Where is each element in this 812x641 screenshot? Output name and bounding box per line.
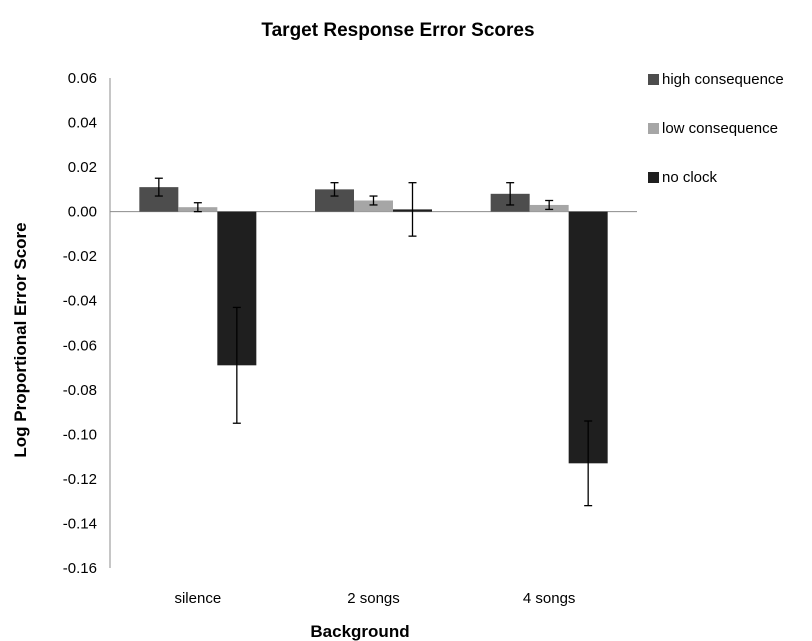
y-tick-label: -0.16 — [63, 560, 97, 577]
y-tick-label: -0.04 — [63, 293, 97, 310]
legend: high consequence low consequence no clock — [648, 71, 784, 186]
y-tick-label: -0.12 — [63, 471, 97, 488]
chart-title: Target Response Error Scores — [261, 20, 534, 41]
y-tick-label: -0.08 — [63, 382, 97, 399]
legend-swatch — [648, 172, 659, 183]
legend-label: high consequence — [662, 71, 784, 88]
y-tick-label: -0.02 — [63, 248, 97, 265]
x-axis-ticks: silence 2 songs 4 songs — [174, 590, 575, 607]
legend-swatch — [648, 74, 659, 85]
y-tick-label: -0.14 — [63, 515, 97, 532]
y-tick-label: 0.04 — [68, 115, 97, 132]
y-tick-label: -0.10 — [63, 426, 97, 443]
bar — [315, 189, 354, 212]
y-tick-label: -0.06 — [63, 337, 97, 354]
legend-label: low consequence — [662, 120, 778, 137]
y-tick-label: 0.00 — [68, 204, 97, 221]
x-axis-title: Background — [310, 622, 409, 641]
y-tick-label: 0.06 — [68, 70, 97, 87]
legend-swatch — [648, 123, 659, 134]
bars-group — [139, 187, 608, 464]
x-tick-label: 2 songs — [347, 590, 400, 607]
y-tick-label: 0.02 — [68, 159, 97, 176]
bar — [354, 200, 393, 212]
error-bars-group — [154, 177, 593, 507]
y-axis-ticks: 0.06 0.04 0.02 0.00 -0.02 -0.04 -0.06 -0.08 -0.1… — [63, 70, 97, 577]
x-tick-label: silence — [174, 590, 221, 607]
x-tick-label: 4 songs — [523, 590, 576, 607]
legend-label: no clock — [662, 169, 718, 186]
y-axis-title: Log Proportional Error Score — [11, 222, 30, 457]
